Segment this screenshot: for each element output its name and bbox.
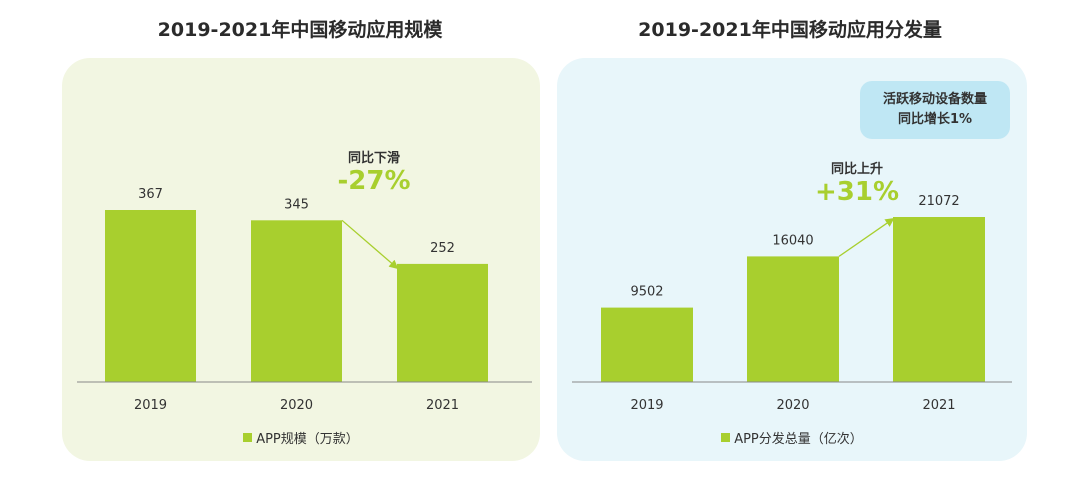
x-tick-2021: 2021 [922, 398, 955, 413]
bar-2021 [397, 263, 488, 382]
bar-2019 [105, 210, 196, 382]
decline-callout: 同比下滑 -27% [324, 147, 424, 196]
legend-right: APP分发总量（亿次） [557, 428, 1027, 447]
app-scale-chart-panel: 367 2019 345 2020 252 2021 同比下滑 -27% APP规模（万款… [62, 58, 540, 461]
value-label-2020: 16040 [772, 233, 813, 248]
bar-2019 [601, 307, 693, 382]
bar-2020 [251, 220, 342, 382]
decline-callout-value: -27% [337, 166, 411, 196]
legend-label: APP分发总量（亿次） [734, 432, 863, 447]
x-tick-2019: 2019 [630, 398, 663, 413]
x-tick-2020: 2020 [776, 398, 809, 413]
legend-left: APP规模（万款） [62, 428, 540, 447]
legend-swatch [243, 433, 253, 442]
legend-swatch [721, 433, 731, 442]
trend-arrow [341, 219, 399, 270]
growth-callout-value: +31% [814, 177, 900, 207]
growth-callout-label: 同比上升 [830, 162, 883, 177]
value-label-2021: 21072 [918, 194, 959, 209]
value-label-2019: 9502 [630, 285, 663, 300]
value-label-2021: 252 [430, 241, 455, 256]
x-tick-2019: 2019 [134, 398, 167, 413]
note-line-1: 活跃移动设备数量 [882, 92, 987, 107]
decline-callout-label: 同比下滑 [347, 151, 400, 166]
legend-label: APP规模（万款） [256, 432, 359, 447]
active-devices-note: 活跃移动设备数量 同比增长1% [860, 81, 1010, 139]
note-line-2: 同比增长1% [897, 112, 973, 127]
value-label-2020: 345 [284, 197, 309, 212]
app-distribution-chart: 9502 2019 16040 2020 21072 2021 [572, 194, 1012, 413]
chart-title-left: 2019-2021年中国移动应用规模 [157, 19, 443, 41]
x-tick-2021: 2021 [426, 398, 459, 413]
chart-title-right: 2019-2021年中国移动应用分发量 [638, 19, 942, 41]
bar-2020 [747, 256, 839, 382]
trend-arrow [838, 217, 895, 257]
x-tick-2020: 2020 [280, 398, 313, 413]
value-label-2019: 367 [138, 187, 163, 202]
growth-callout: 同比上升 +31% [807, 158, 907, 207]
bar-2021 [893, 217, 985, 382]
app-scale-chart: 367 2019 345 2020 252 2021 [77, 187, 532, 413]
app-distribution-chart-panel: 9502 2019 16040 2020 21072 2021 活跃移动设备数量 同比增长… [557, 58, 1027, 461]
